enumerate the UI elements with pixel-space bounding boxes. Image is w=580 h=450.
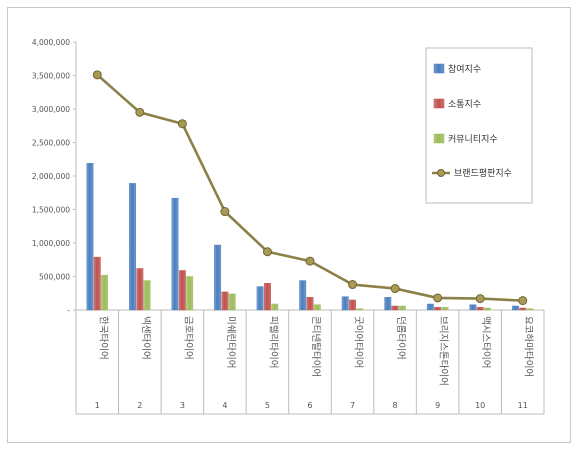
brand-reputation-chart: - 500,000 1,000,000 1,500,000 2,000,000 2,500… <box>32 38 545 415</box>
category-number: 10 <box>475 401 485 410</box>
line-point <box>305 256 315 266</box>
category-number: 5 <box>265 401 270 410</box>
bar-1 <box>511 305 519 311</box>
y-tick-label: 3,500,000 <box>32 72 70 81</box>
bar-2 <box>476 307 484 311</box>
category-label: 브리지스톤타이어 <box>438 316 449 386</box>
line-point <box>433 293 443 303</box>
category-number: 6 <box>307 401 312 410</box>
category-label: 콘티넨탈타이어 <box>310 316 322 377</box>
line-point <box>518 296 528 306</box>
legend-label: 브랜드평판지수 <box>454 168 512 179</box>
category-label: 굿이어타이어 <box>353 316 364 368</box>
bar-3 <box>228 293 236 311</box>
bar-3 <box>313 304 321 311</box>
category-number: 2 <box>137 401 142 410</box>
category-label: 넥센타이어 <box>140 316 151 360</box>
bar-2 <box>306 297 314 311</box>
legend-swatch <box>433 63 445 74</box>
bar-3 <box>526 308 534 311</box>
bar-3 <box>101 274 109 311</box>
legend-label: 소통지수 <box>448 99 481 110</box>
bar-3 <box>271 303 279 311</box>
bar-1 <box>171 197 179 311</box>
line-point <box>177 119 187 129</box>
bar-2 <box>349 299 356 311</box>
bar-1 <box>214 244 222 311</box>
line-point <box>135 107 145 117</box>
y-tick-label: 2,500,000 <box>32 139 70 148</box>
bar-1 <box>299 280 307 311</box>
bar-2 <box>136 268 144 311</box>
bar-1 <box>341 296 349 311</box>
category-label: 맥시스타이어 <box>480 316 491 368</box>
category-label: 요코하마타이어 <box>523 316 535 377</box>
category-number: 8 <box>393 401 398 410</box>
bar-2 <box>519 307 527 311</box>
category-number: 3 <box>180 401 185 410</box>
category-number: 11 <box>518 401 528 410</box>
category-label: 금호타이어 <box>182 316 193 360</box>
y-tick-label: 4,000,000 <box>32 38 70 47</box>
category-label: 미쉐린타이어 <box>225 316 236 368</box>
legend-label: 참여지수 <box>448 63 481 75</box>
legend-swatch <box>433 133 445 144</box>
bar-1 <box>129 183 136 311</box>
category-number: 7 <box>350 401 355 410</box>
bar-3 <box>143 280 151 311</box>
line-point <box>348 280 358 290</box>
line-point <box>220 207 230 217</box>
bar-3 <box>186 276 194 311</box>
y-tick-label: - <box>67 306 70 315</box>
bar-1 <box>86 163 94 311</box>
bar-2 <box>264 283 271 311</box>
bar-2 <box>391 305 399 311</box>
line-point <box>262 247 272 257</box>
bar-2 <box>178 270 186 311</box>
line-point <box>475 294 485 304</box>
bar-3 <box>398 305 406 311</box>
category-label: 피렐리타이어 <box>267 316 279 368</box>
category-number: 4 <box>222 401 227 410</box>
bar-3 <box>356 308 364 311</box>
category-number: 9 <box>435 401 440 410</box>
chart-frame: - 500,000 1,000,000 1,500,000 2,000,000 2,500… <box>7 7 571 443</box>
category-label: 한국타이어 <box>97 316 108 360</box>
bar-2 <box>93 256 101 311</box>
bar-3 <box>441 307 449 311</box>
bar-3 <box>484 307 491 311</box>
bar-1 <box>256 286 264 311</box>
y-tick-label: 500,000 <box>39 273 70 282</box>
y-tick-label: 3,000,000 <box>32 105 70 114</box>
legend-marker <box>437 169 445 177</box>
y-tick-label: 1,500,000 <box>32 206 70 215</box>
y-tick-label: 2,000,000 <box>32 172 70 181</box>
line-point <box>390 284 400 294</box>
legend-swatch <box>433 98 445 109</box>
category-number: 1 <box>95 401 100 410</box>
legend-label: 커뮤니티지수 <box>448 134 498 145</box>
bar-2 <box>434 307 442 311</box>
bar-1 <box>384 297 392 311</box>
bar-1 <box>426 303 434 311</box>
line-point <box>92 70 102 80</box>
category-label: 던롭타이어 <box>395 316 406 360</box>
bar-1 <box>469 304 477 311</box>
y-tick-label: 1,000,000 <box>32 239 70 248</box>
bar-2 <box>221 291 229 311</box>
legend-box <box>425 47 533 204</box>
